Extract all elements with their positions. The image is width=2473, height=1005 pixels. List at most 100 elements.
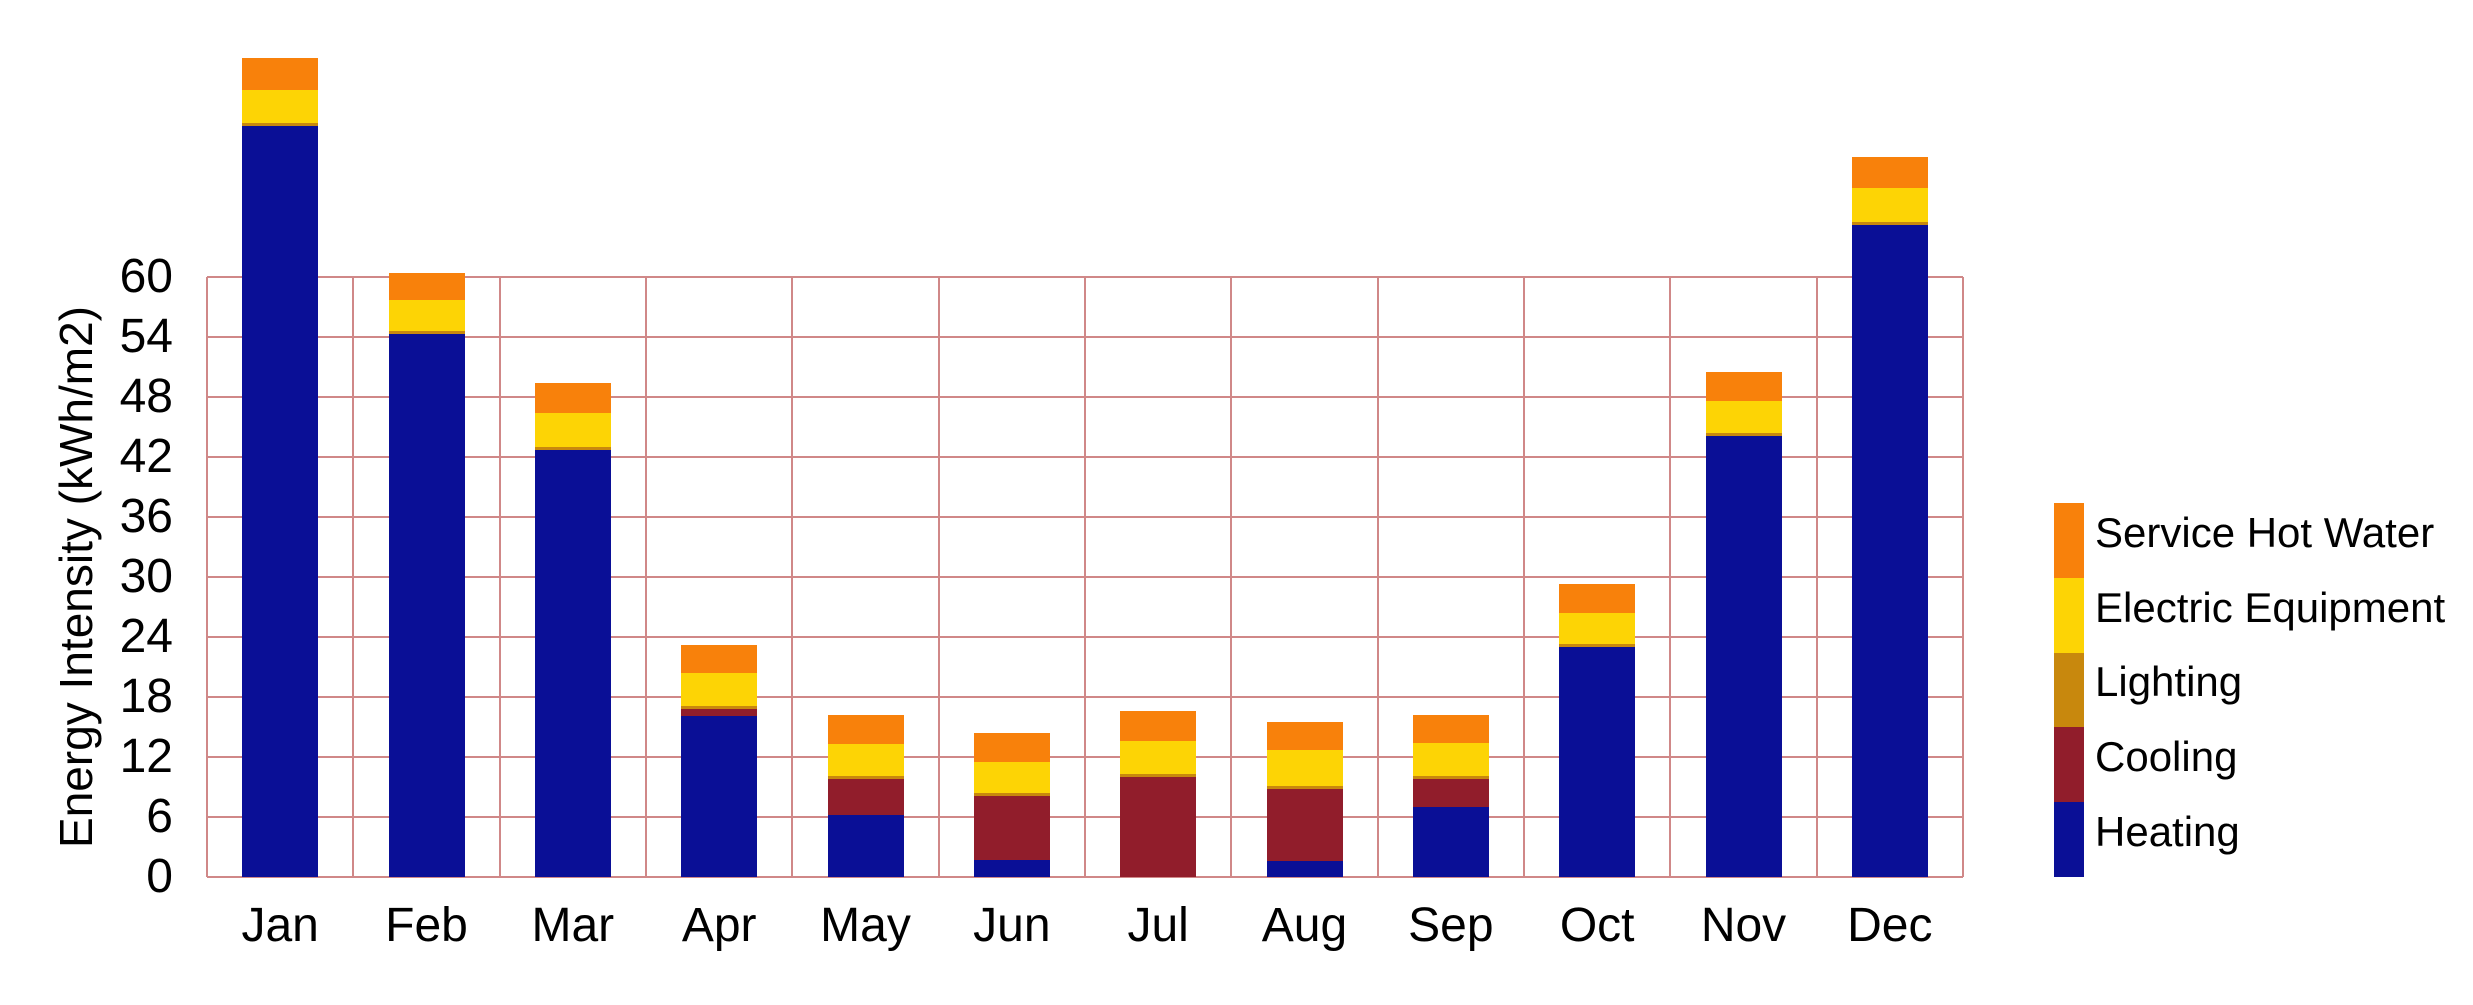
bar-segment-electric-equipment [1120, 741, 1196, 774]
bar-segment-service-hot-water [242, 58, 318, 90]
bar-segment-electric-equipment [974, 762, 1050, 793]
bar-segment-cooling [1120, 777, 1196, 877]
bar-segment-electric-equipment [1852, 188, 1928, 222]
bar-segment-lighting [535, 447, 611, 450]
bar-segment-cooling [828, 779, 904, 815]
legend-label: Electric Equipment [2095, 584, 2446, 631]
legend-swatch-lighting [2054, 653, 2084, 728]
legend-swatch-service-hot-water [2054, 503, 2084, 578]
bar-segment-heating [681, 716, 757, 877]
bar-segment-heating [1267, 861, 1343, 877]
bar-segment-lighting [1267, 786, 1343, 789]
x-category-label: Oct [1559, 899, 1635, 952]
legend-swatch-electric-equipment [2054, 578, 2084, 653]
gridline-vertical [1962, 277, 1964, 877]
bar-segment-cooling [1413, 779, 1489, 807]
x-category-label: Jun [973, 899, 1051, 952]
bar-segment-electric-equipment [1559, 613, 1635, 644]
bar-segment-service-hot-water [1559, 584, 1635, 613]
y-tick-label: 42 [119, 430, 173, 483]
gridline-vertical [645, 277, 647, 877]
bar-segment-service-hot-water [1852, 157, 1928, 188]
y-tick-label: 6 [146, 790, 173, 843]
bar-segment-heating [1852, 225, 1928, 877]
legend-swatch-cooling [2054, 727, 2084, 802]
bar-segment-heating [828, 815, 904, 877]
bar-segment-cooling [1267, 789, 1343, 861]
bar-segment-service-hot-water [974, 733, 1050, 762]
x-category-label: Dec [1847, 899, 1933, 952]
x-category-label: Feb [385, 899, 468, 952]
gridline-vertical [206, 277, 208, 877]
bar-segment-electric-equipment [242, 90, 318, 123]
gridline-vertical [1523, 277, 1525, 877]
x-category-label: Sep [1408, 899, 1494, 952]
bar-segment-lighting [1852, 222, 1928, 225]
legend-label: Cooling [2095, 733, 2238, 780]
bar-segment-heating [389, 334, 465, 877]
x-category-label: Apr [681, 899, 757, 952]
bar-segment-heating [1413, 807, 1489, 877]
bar-segment-lighting [389, 331, 465, 334]
y-tick-label: 48 [119, 370, 173, 423]
bar-segment-electric-equipment [1267, 750, 1343, 786]
bar-segment-lighting [974, 793, 1050, 796]
legend-label: Heating [2095, 808, 2240, 855]
x-category-label: Mar [531, 899, 615, 952]
bar-segment-heating [974, 860, 1050, 877]
bar-segment-electric-equipment [389, 300, 465, 331]
bar-segment-service-hot-water [1706, 372, 1782, 401]
y-tick-label: 54 [119, 310, 173, 363]
bar-segment-service-hot-water [1267, 722, 1343, 750]
bar-segment-lighting [681, 706, 757, 709]
bar-segment-lighting [1413, 776, 1489, 779]
y-tick-label: 12 [119, 730, 173, 783]
bar-segment-service-hot-water [535, 383, 611, 413]
bar-segment-electric-equipment [828, 744, 904, 776]
bar-segment-electric-equipment [681, 673, 757, 706]
bar-segment-service-hot-water [681, 645, 757, 673]
y-tick-label: 30 [119, 550, 173, 603]
legend-label: Service Hot Water [2095, 509, 2435, 556]
bar-segment-heating [242, 126, 318, 877]
gridline-vertical [352, 277, 355, 877]
gridline-vertical [1084, 277, 1086, 877]
gridline-vertical [1230, 277, 1233, 877]
gridline-vertical [1376, 277, 1379, 877]
y-tick-label: 24 [119, 610, 173, 663]
x-category-label: Aug [1261, 899, 1348, 952]
gridline-vertical [1669, 277, 1672, 877]
y-tick-label: 0 [146, 850, 173, 903]
bar-segment-lighting [1706, 433, 1782, 436]
y-tick-label: 36 [119, 490, 173, 543]
x-category-label: Jan [241, 899, 319, 952]
bar-segment-cooling [974, 796, 1050, 860]
bar-segment-service-hot-water [389, 273, 465, 300]
bar-segment-lighting [242, 123, 318, 126]
bar-segment-electric-equipment [535, 413, 611, 447]
gridline-vertical [791, 277, 794, 877]
y-tick-label: 60 [119, 250, 173, 303]
bar-segment-cooling [681, 709, 757, 716]
gridline-horizontal [207, 876, 1963, 878]
x-category-label: May [820, 899, 911, 952]
x-category-label: Jul [1127, 899, 1189, 952]
legend-label: Lighting [2095, 658, 2243, 705]
bar-segment-heating [1559, 647, 1635, 877]
y-tick-label: 18 [119, 670, 173, 723]
bar-segment-lighting [1120, 774, 1196, 777]
gridline-vertical [937, 277, 940, 877]
bar-segment-service-hot-water [1413, 715, 1489, 743]
x-category-label: Nov [1700, 899, 1787, 952]
bar-segment-service-hot-water [828, 715, 904, 744]
bar-segment-lighting [1559, 644, 1635, 647]
gridline-vertical [498, 277, 501, 877]
bar-segment-electric-equipment [1706, 401, 1782, 433]
bar-segment-service-hot-water [1120, 711, 1196, 741]
bar-segment-electric-equipment [1413, 743, 1489, 776]
bar-segment-heating [1706, 436, 1782, 877]
gridline-vertical [1815, 277, 1818, 877]
bar-segment-lighting [828, 776, 904, 779]
bar-segment-heating [535, 450, 611, 877]
